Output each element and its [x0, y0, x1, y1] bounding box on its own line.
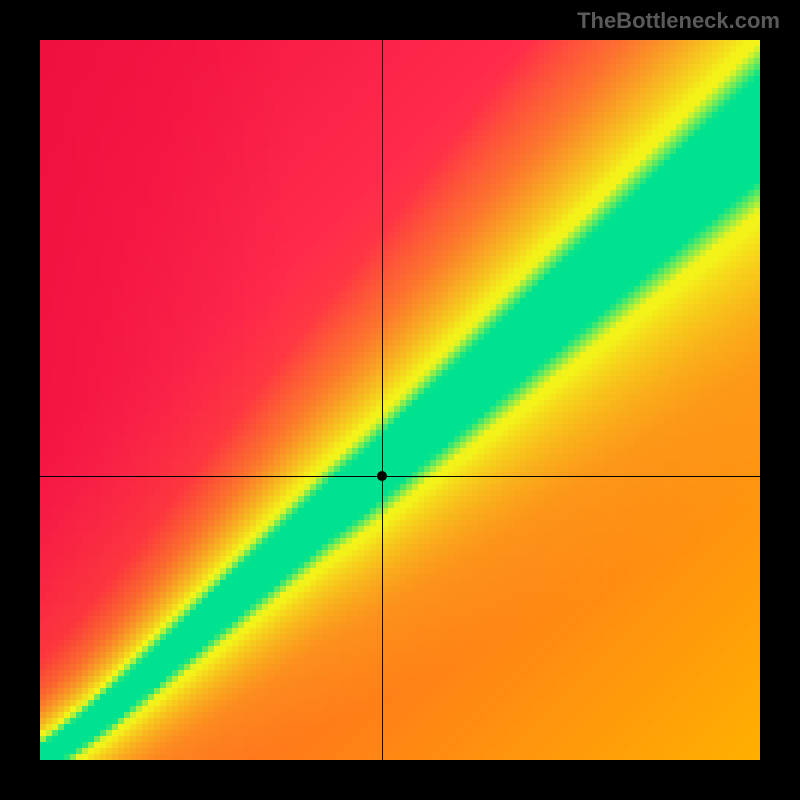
watermark-text: TheBottleneck.com — [577, 8, 780, 34]
heatmap-canvas — [40, 40, 760, 760]
bottleneck-heatmap — [40, 40, 760, 760]
marker-dot — [377, 471, 387, 481]
crosshair-horizontal — [40, 476, 760, 477]
crosshair-vertical — [382, 40, 383, 760]
